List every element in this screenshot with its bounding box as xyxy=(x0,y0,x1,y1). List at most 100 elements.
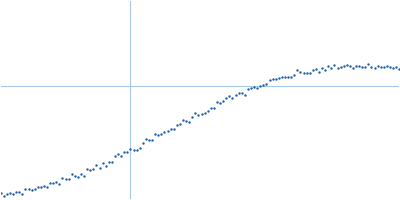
Point xyxy=(384,65,390,68)
Point xyxy=(220,100,226,103)
Point xyxy=(371,66,378,70)
Point xyxy=(229,96,236,99)
Point xyxy=(134,148,140,152)
Point xyxy=(208,107,214,110)
Point xyxy=(115,152,121,155)
Point xyxy=(390,66,396,69)
Point xyxy=(368,66,375,69)
Point xyxy=(319,67,325,70)
Point xyxy=(62,177,69,181)
Point xyxy=(378,65,384,68)
Point xyxy=(270,77,276,80)
Point xyxy=(170,128,177,131)
Point xyxy=(189,116,196,119)
Point xyxy=(202,111,208,114)
Point xyxy=(374,64,381,67)
Point xyxy=(232,94,239,97)
Point xyxy=(158,132,164,135)
Point xyxy=(146,139,152,142)
Point xyxy=(337,66,344,69)
Point xyxy=(174,123,180,126)
Point xyxy=(68,172,75,175)
Point xyxy=(93,164,100,167)
Point xyxy=(393,65,400,69)
Point xyxy=(214,101,220,104)
Point xyxy=(44,186,50,189)
Point xyxy=(365,62,372,65)
Point xyxy=(0,192,4,195)
Point xyxy=(106,161,112,164)
Point xyxy=(28,188,35,192)
Point xyxy=(350,67,356,70)
Point xyxy=(328,66,334,69)
Point xyxy=(254,87,260,90)
Point xyxy=(226,95,232,98)
Point xyxy=(223,96,230,99)
Point xyxy=(294,69,300,72)
Point xyxy=(186,120,192,124)
Point xyxy=(7,191,13,195)
Point xyxy=(161,130,168,133)
Point xyxy=(66,177,72,180)
Point xyxy=(32,187,38,190)
Point xyxy=(291,73,298,76)
Point xyxy=(183,120,189,123)
Point xyxy=(211,106,217,110)
Point xyxy=(41,185,47,188)
Point xyxy=(149,138,155,141)
Point xyxy=(10,193,16,196)
Point xyxy=(136,147,143,150)
Point xyxy=(155,134,162,137)
Point xyxy=(25,187,32,190)
Point xyxy=(316,70,322,74)
Point xyxy=(396,67,400,70)
Point xyxy=(102,164,109,168)
Point xyxy=(72,174,78,177)
Point xyxy=(236,92,242,95)
Point xyxy=(81,174,87,177)
Point xyxy=(204,109,211,112)
Point xyxy=(304,71,310,74)
Point xyxy=(180,119,186,122)
Point xyxy=(359,65,366,69)
Point xyxy=(282,76,288,79)
Point xyxy=(260,84,266,87)
Point xyxy=(109,160,115,163)
Point xyxy=(387,65,393,69)
Point xyxy=(124,151,130,154)
Point xyxy=(285,75,291,78)
Point xyxy=(4,193,10,196)
Point xyxy=(322,68,328,71)
Point xyxy=(340,65,347,68)
Point xyxy=(248,86,254,89)
Point xyxy=(47,182,53,185)
Point xyxy=(78,172,84,176)
Point xyxy=(13,191,19,194)
Point xyxy=(90,168,96,171)
Point xyxy=(84,168,90,171)
Point xyxy=(16,190,22,193)
Point xyxy=(164,129,171,132)
Point xyxy=(22,187,29,190)
Point xyxy=(140,142,146,145)
Point xyxy=(198,112,205,115)
Point xyxy=(152,133,158,136)
Point xyxy=(242,93,248,96)
Point xyxy=(100,162,106,165)
Point xyxy=(0,194,7,197)
Point xyxy=(192,111,198,114)
Point xyxy=(251,86,257,89)
Point xyxy=(96,167,103,170)
Point xyxy=(127,148,134,151)
Point xyxy=(344,63,350,66)
Point xyxy=(56,182,63,185)
Point xyxy=(177,122,183,126)
Point xyxy=(310,68,316,72)
Point xyxy=(266,79,273,82)
Point xyxy=(121,151,128,154)
Point xyxy=(288,75,294,78)
Point xyxy=(112,154,118,157)
Point xyxy=(75,175,81,179)
Point xyxy=(195,113,202,116)
Point xyxy=(263,82,270,85)
